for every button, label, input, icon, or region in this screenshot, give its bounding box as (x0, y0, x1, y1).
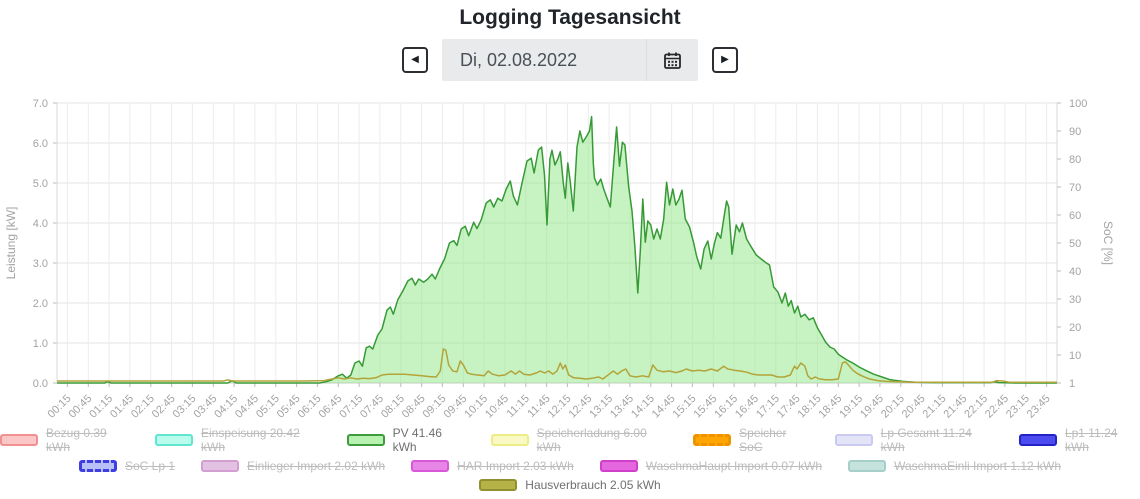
svg-text:23:45: 23:45 (1025, 393, 1053, 421)
svg-text:18:15: 18:15 (796, 393, 824, 421)
calendar-icon (664, 52, 681, 69)
svg-text:3.0: 3.0 (33, 258, 48, 270)
legend-item-hausverbrauch[interactable]: Hausverbrauch 2.05 kWh (479, 478, 661, 492)
svg-text:06:15: 06:15 (296, 393, 324, 421)
soc-lp-1-swatch (78, 460, 117, 472)
svg-text:6.0: 6.0 (33, 138, 48, 150)
legend-label: WaschmaHaupt Import 0.07 kWh (645, 459, 823, 473)
svg-text:5.0: 5.0 (33, 178, 48, 190)
svg-text:07:45: 07:45 (358, 393, 386, 421)
legend-label: Lp1 11.24 kWh (1064, 426, 1118, 454)
prev-day-button[interactable]: ◀ (402, 47, 428, 73)
legend-item-pv[interactable]: PV 41.46 kWh (346, 426, 465, 454)
svg-text:21:15: 21:15 (921, 393, 949, 421)
legend-row: Bezug 0.39 kWh Einspeisung 20.42 kWh PV 41… (0, 426, 1140, 454)
pv-swatch (346, 434, 385, 446)
svg-text:50: 50 (1069, 238, 1081, 250)
legend-item-lp-gesamt[interactable]: Lp Gesamt 11.24 kWh (834, 426, 993, 454)
waschmaeinli-import-swatch (848, 460, 887, 472)
chart-legend: Bezug 0.39 kWh Einspeisung 20.42 kWh PV 41… (0, 426, 1140, 492)
legend-item-einspeisung[interactable]: Einspeisung 20.42 kWh (155, 426, 321, 454)
svg-text:70: 70 (1069, 182, 1081, 194)
svg-text:4.0: 4.0 (33, 218, 48, 230)
svg-text:22:45: 22:45 (983, 393, 1011, 421)
lp1-swatch (1018, 434, 1057, 446)
legend-item-bezug[interactable]: Bezug 0.39 kWh (0, 426, 129, 454)
prev-day-icon: ◀ (411, 54, 419, 65)
svg-text:13:45: 13:45 (608, 393, 636, 421)
svg-text:10:45: 10:45 (483, 393, 511, 421)
legend-item-waschmaeinli-import[interactable]: WaschmaEinli Import 1.12 kWh (848, 459, 1061, 473)
svg-text:12:15: 12:15 (546, 393, 574, 421)
chart-canvas[interactable]: 0.01.02.03.04.05.06.07.000:1500:4501:150… (0, 82, 1140, 424)
svg-text:30: 30 (1069, 294, 1081, 306)
svg-text:60: 60 (1069, 210, 1081, 222)
legend-label: Speicherladung 6.00 kWh (536, 426, 647, 454)
legend-item-soc-lp-1[interactable]: SoC Lp 1 (78, 459, 176, 473)
legend-row: SoC Lp 1 Einlieger Import 2.02 kWh HAR Imp… (0, 459, 1140, 473)
svg-text:100: 100 (1069, 98, 1087, 110)
legend-label: SoC Lp 1 (124, 459, 176, 473)
svg-text:04:45: 04:45 (233, 393, 261, 421)
lp-gesamt-swatch (834, 434, 873, 446)
legend-item-lp1[interactable]: Lp1 11.24 kWh (1018, 426, 1140, 454)
page-title: Logging Tagesansicht (459, 6, 681, 29)
legend-label: Lp Gesamt 11.24 kWh (880, 426, 972, 454)
next-day-button[interactable]: ▶ (712, 47, 738, 73)
har-import-swatch (411, 460, 450, 472)
pv-line (57, 115, 1057, 384)
svg-text:7.0: 7.0 (33, 98, 48, 110)
waschmahaupt-import-swatch (599, 460, 638, 472)
svg-text:80: 80 (1069, 154, 1081, 166)
svg-text:90: 90 (1069, 126, 1081, 138)
svg-text:1: 1 (1069, 378, 1075, 390)
date-navigation: ◀ Di, 02.08.2022 ▶ (0, 38, 1140, 82)
legend-item-speicherladung[interactable]: Speicherladung 6.00 kWh (490, 426, 667, 454)
legend-label: Speicher SoC (739, 426, 787, 454)
legend-label: Bezug 0.39 kWh (46, 426, 107, 454)
legend-label: Einlieger Import 2.02 kWh (247, 459, 386, 473)
svg-text:01:45: 01:45 (108, 393, 136, 421)
svg-text:10: 10 (1069, 350, 1081, 362)
svg-text:15:15: 15:15 (671, 393, 699, 421)
legend-label: Hausverbrauch 2.05 kWh (525, 478, 661, 492)
svg-text:0.0: 0.0 (33, 378, 48, 390)
svg-text:2.0: 2.0 (33, 298, 48, 310)
speicherladung-swatch (490, 434, 529, 446)
legend-item-har-import[interactable]: HAR Import 2.03 kWh (411, 459, 574, 473)
legend-label: HAR Import 2.03 kWh (457, 459, 574, 473)
hausverbrauch-swatch (479, 479, 518, 491)
svg-text:1.0: 1.0 (33, 338, 48, 350)
legend-row: Hausverbrauch 2.05 kWh (0, 478, 1140, 492)
svg-text:03:15: 03:15 (171, 393, 199, 421)
date-picker-field[interactable]: Di, 02.08.2022 (442, 39, 698, 81)
date-value: Di, 02.08.2022 (460, 49, 578, 70)
einlieger-import-swatch (201, 460, 240, 472)
legend-label: WaschmaEinli Import 1.12 kWh (894, 459, 1062, 473)
legend-label: Einspeisung 20.42 kWh (201, 426, 300, 454)
hausverbrauch-line (57, 348, 1057, 383)
speicher-soc-swatch (693, 434, 732, 446)
legend-item-speicher-soc[interactable]: Speicher SoC (693, 426, 809, 454)
pv-area (57, 116, 1057, 383)
svg-text:19:45: 19:45 (858, 393, 886, 421)
legend-label: PV 41.46 kWh (392, 426, 442, 454)
svg-text:Leistung [kW]: Leistung [kW] (4, 207, 18, 280)
legend-item-einlieger-import[interactable]: Einlieger Import 2.02 kWh (201, 459, 385, 473)
calendar-button[interactable] (646, 39, 698, 81)
next-day-icon: ▶ (721, 54, 729, 65)
svg-text:00:15: 00:15 (46, 393, 74, 421)
svg-text:40: 40 (1069, 266, 1081, 278)
svg-text:09:15: 09:15 (421, 393, 449, 421)
svg-text:11:15: 11:15 (505, 393, 532, 420)
svg-text:SoC [%]: SoC [%] (1101, 221, 1115, 265)
svg-text:16:45: 16:45 (733, 393, 761, 421)
einspeisung-swatch (155, 434, 193, 446)
svg-text:20: 20 (1069, 322, 1081, 334)
bezug-swatch (0, 434, 38, 446)
legend-item-waschmahaupt-import[interactable]: WaschmaHaupt Import 0.07 kWh (599, 459, 823, 473)
